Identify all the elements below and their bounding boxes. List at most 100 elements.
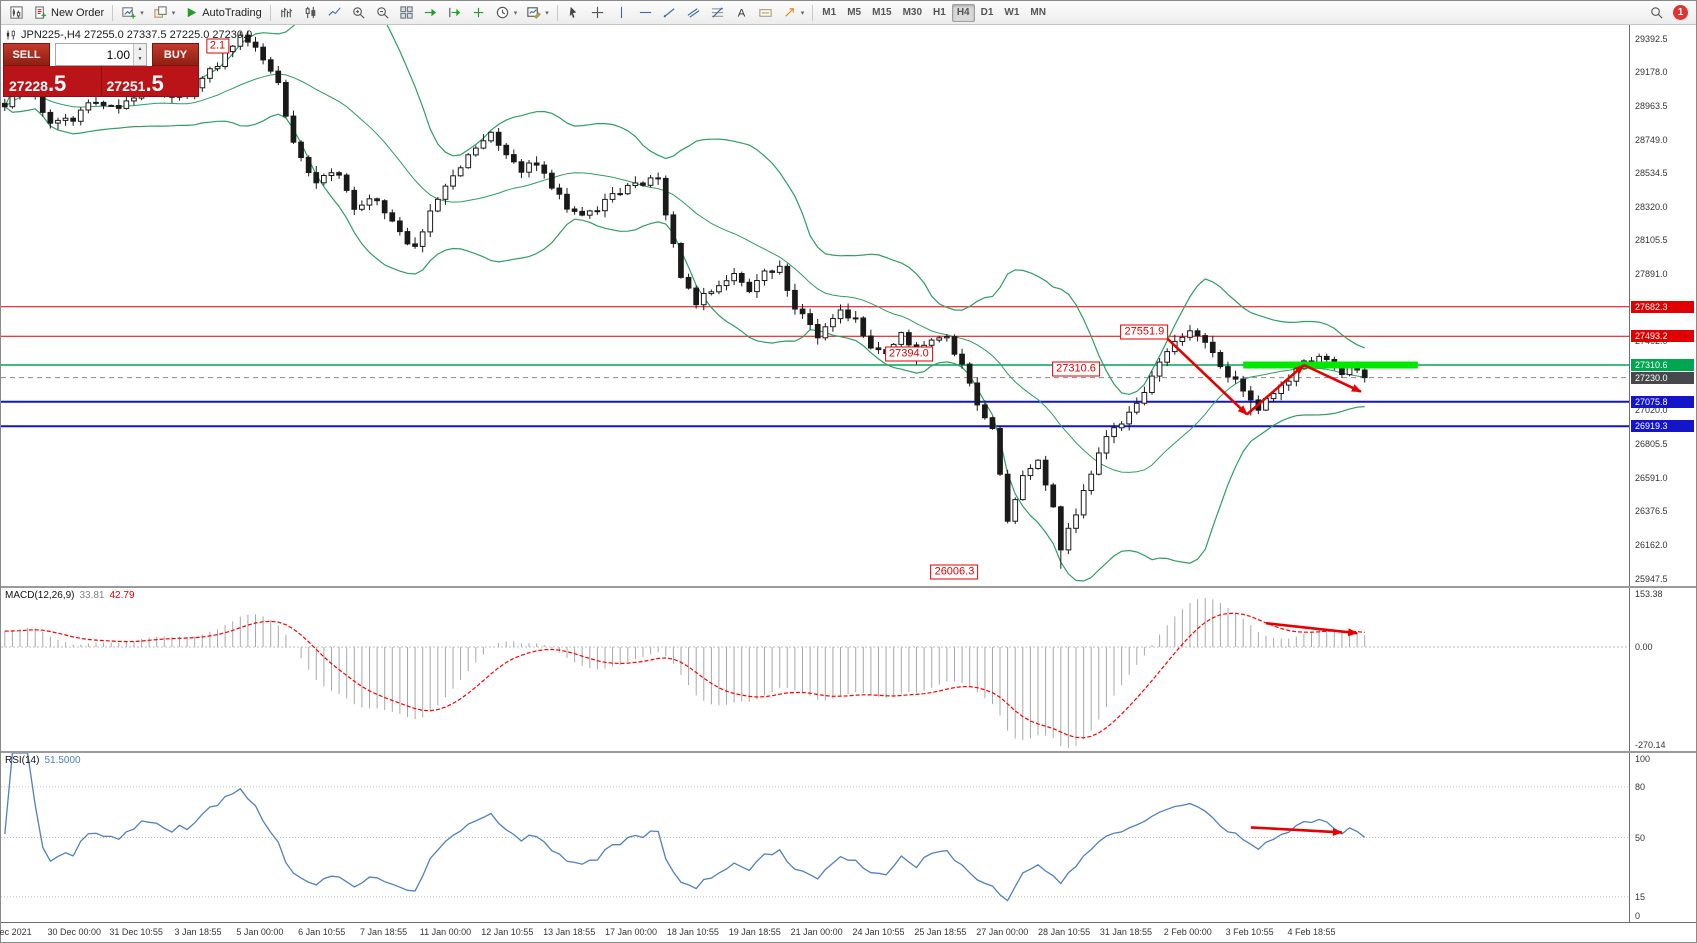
- trend-arrow-2[interactable]: [1246, 364, 1305, 416]
- timeframe-button-m15[interactable]: M15: [867, 4, 896, 22]
- rsi-scale-label: 80: [1635, 782, 1646, 792]
- one-click-trading-panel: SELL ▲ ▼ BUY 27228.5 27251.5: [3, 43, 199, 97]
- search-button[interactable]: [1645, 3, 1668, 23]
- macd-plot: [1, 597, 1629, 748]
- bar-chart-icon: [281, 7, 292, 18]
- macd-name: MACD(12,26,9): [5, 589, 75, 601]
- price-tag-26919.3[interactable]: 26919.3: [1631, 420, 1694, 433]
- line-chart-icon: [328, 7, 341, 16]
- timeframe-button-d1[interactable]: D1: [976, 4, 999, 22]
- green-highlight-bar[interactable]: [1243, 361, 1418, 369]
- text-icon: A: [738, 7, 746, 19]
- text-label-button[interactable]: [754, 3, 777, 23]
- price-tag-27682.3[interactable]: 27682.3: [1631, 300, 1694, 313]
- time-axis[interactable]: Dec 2021 30 Dec 00:00 31 Dec 10:55 3 Jan 18…: [0, 922, 1696, 942]
- macd-signal-line: [4, 612, 1365, 739]
- text-button[interactable]: A: [730, 3, 753, 23]
- price-axis-label: 28749.0: [1635, 134, 1668, 145]
- volume-input[interactable]: [56, 44, 133, 65]
- sell-price[interactable]: 27228.5: [4, 66, 101, 96]
- chart-window-button[interactable]: [5, 3, 28, 23]
- chevron-down-icon: ▾: [545, 9, 549, 17]
- time-axis-label: 31 Jan 18:55: [1099, 927, 1152, 937]
- indicators-plus-icon: [473, 7, 483, 18]
- rsi-axis: 100 80 50 15 0: [1629, 753, 1696, 922]
- price-axis-label: 26805.5: [1635, 439, 1668, 450]
- price-tag-27230.0[interactable]: 27230.0: [1631, 371, 1694, 384]
- timeframe-group: M1 M5 M15 M30 H1 H4 D1 W1 MN: [817, 3, 1051, 22]
- rsi-trend-arrow[interactable]: [1250, 826, 1343, 837]
- timeframe-button-m30[interactable]: M30: [898, 4, 927, 22]
- vertical-line-button[interactable]: [610, 3, 633, 23]
- bar-chart-button[interactable]: [275, 3, 298, 23]
- timeframe-button-mn[interactable]: MN: [1025, 4, 1051, 22]
- time-axis-label: 13 Jan 18:55: [543, 927, 596, 937]
- fibonacci-icon: [711, 7, 723, 18]
- price-axis-label: 28963.5: [1635, 100, 1668, 111]
- crosshair-icon: [591, 6, 603, 19]
- templates-button[interactable]: ▾: [522, 3, 553, 23]
- autotrading-button[interactable]: AutoTrading: [180, 3, 266, 23]
- time-axis-label: 18 Jan 10:55: [666, 927, 719, 937]
- rsi-line: [4, 753, 1366, 902]
- timeframe-button-h1[interactable]: H1: [928, 4, 951, 22]
- channel-button[interactable]: [682, 3, 705, 23]
- candlestick-chart-button[interactable]: [299, 3, 322, 23]
- chart-window: 2.1 27551.9 27394.0 27310.6 26006.3 29392.5 2…: [0, 25, 1696, 942]
- timeframe-button-m5[interactable]: M5: [842, 4, 866, 22]
- profiles-button[interactable]: ▾: [149, 3, 180, 23]
- price-axis-label: 29178.0: [1635, 67, 1668, 78]
- chart-shift-button[interactable]: [443, 3, 466, 23]
- timeframe-button-m1[interactable]: M1: [817, 4, 841, 22]
- toolbar-separator: [812, 4, 814, 21]
- volume-down-button[interactable]: ▼: [134, 54, 146, 65]
- macd-main-value: 33.81: [79, 589, 105, 601]
- time-axis-label: 28 Jan 10:55: [1038, 927, 1091, 937]
- trendline-icon: [663, 8, 675, 18]
- new-chart-button[interactable]: ▾: [117, 3, 148, 23]
- cursor-button[interactable]: [562, 3, 585, 23]
- price-axis-label: 26376.5: [1635, 506, 1668, 517]
- time-axis-label: 6 Jan 10:55: [298, 927, 346, 937]
- cursor-icon: [569, 6, 577, 18]
- volume-up-button[interactable]: ▲: [134, 44, 146, 55]
- time-axis-label: 5 Jan 00:00: [236, 927, 284, 937]
- main-chart-panel[interactable]: 2.1 27551.9 27394.0 27310.6 26006.3 29392.5 2…: [1, 25, 1696, 586]
- periods-button[interactable]: ▾: [491, 3, 522, 23]
- macd-label: MACD(12,26,9) 33.81 42.79: [5, 590, 135, 601]
- trendline-button[interactable]: [658, 3, 681, 23]
- rsi-panel[interactable]: 100 80 50 15 0 RSI(14) 51.5000: [1, 751, 1696, 922]
- timeframe-button-h4[interactable]: H4: [951, 3, 975, 22]
- price-tag-27310.6[interactable]: 27310.6: [1631, 358, 1694, 371]
- price-tag-27493.2[interactable]: 27493.2: [1631, 330, 1694, 343]
- tile-windows-button[interactable]: [395, 3, 418, 23]
- indicators-button[interactable]: [467, 3, 490, 23]
- fibonacci-button[interactable]: [706, 3, 729, 23]
- buy-price[interactable]: 27251.5: [100, 66, 199, 96]
- buy-price-pips: .5: [145, 71, 164, 96]
- horizontal-line-button[interactable]: [634, 3, 657, 23]
- macd-scale-label: 0.00: [1635, 641, 1653, 652]
- crosshair-button[interactable]: [586, 3, 609, 23]
- trend-arrow-3[interactable]: [1303, 363, 1362, 393]
- macd-panel[interactable]: 153.38 0.00 -270.14 MACD(12,26,9) 33.81 42.7…: [1, 585, 1696, 752]
- macd-trend-arrow[interactable]: [1265, 621, 1359, 637]
- price-tag-27075.8[interactable]: 27075.8: [1631, 395, 1694, 408]
- candlesticks: [1, 30, 1368, 569]
- zoom-out-button[interactable]: [371, 3, 394, 23]
- line-chart-button[interactable]: [323, 3, 346, 23]
- timeframe-button-w1[interactable]: W1: [999, 4, 1024, 22]
- arrows-shapes-button[interactable]: ▾: [778, 3, 809, 23]
- notification-badge[interactable]: 1: [1673, 5, 1688, 20]
- new-order-button[interactable]: New Order: [29, 3, 108, 23]
- price-axis-label: 28320.0: [1635, 201, 1668, 212]
- rsi-scale-label: 50: [1635, 832, 1646, 843]
- trend-arrow-1[interactable]: [1166, 337, 1248, 416]
- time-axis-label: 17 Jan 00:00: [605, 927, 658, 937]
- zoom-in-button[interactable]: [347, 3, 370, 23]
- buy-button[interactable]: BUY: [152, 43, 199, 66]
- sell-button[interactable]: SELL: [3, 43, 50, 66]
- horizontal-line-icon: [639, 11, 651, 14]
- auto-scroll-button[interactable]: [419, 3, 442, 23]
